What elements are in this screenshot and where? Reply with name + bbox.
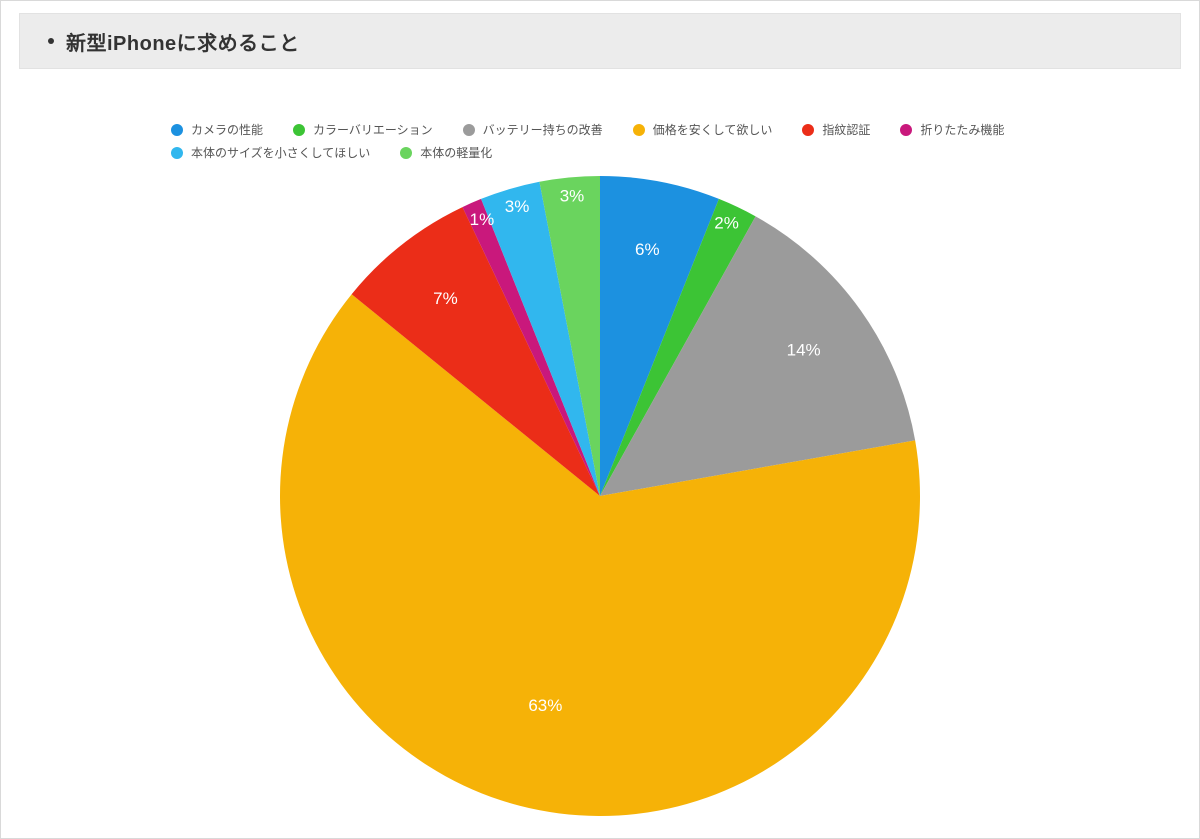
- legend-item[interactable]: 本体の軽量化: [400, 144, 492, 161]
- legend-item[interactable]: カラーバリエーション: [293, 121, 433, 138]
- pie-slice-label: 3%: [505, 197, 530, 216]
- legend-item[interactable]: 指紋認証: [802, 121, 870, 138]
- legend-item[interactable]: 本体のサイズを小さくしてほしい: [171, 144, 370, 161]
- legend-swatch-icon: [802, 124, 814, 136]
- legend-item[interactable]: バッテリー持ちの改善: [463, 121, 603, 138]
- legend-swatch-icon: [463, 124, 475, 136]
- legend-label: 折りたたみ機能: [920, 121, 1004, 138]
- legend-item[interactable]: 価格を安くして欲しい: [633, 121, 773, 138]
- legend-swatch-icon: [633, 124, 645, 136]
- chart-legend: カメラの性能 カラーバリエーション バッテリー持ちの改善 価格を安くして欲しい 指紋認証…: [171, 121, 1079, 161]
- legend-swatch-icon: [171, 124, 183, 136]
- legend-label: カラーバリエーション: [313, 121, 433, 138]
- page-title: 新型iPhoneに求めること: [66, 27, 300, 56]
- pie-slice-label: 63%: [528, 696, 562, 715]
- legend-swatch-icon: [900, 124, 912, 136]
- legend-swatch-icon: [400, 147, 412, 159]
- legend-item[interactable]: 折りたたみ機能: [900, 121, 1004, 138]
- bullet-icon: [48, 38, 54, 44]
- legend-label: 指紋認証: [822, 121, 870, 138]
- legend-label: カメラの性能: [191, 121, 263, 138]
- legend-item[interactable]: カメラの性能: [171, 121, 263, 138]
- pie-slice-label: 1%: [470, 210, 495, 229]
- pie-chart: 6% 2% 14% 63% 7% 1% 3% 3%: [270, 166, 930, 826]
- pie-slice-label: 3%: [560, 186, 585, 205]
- pie-slice-label: 2%: [714, 214, 739, 233]
- page-root: 新型iPhoneに求めること カメラの性能 カラーバリエーション バッテリー持ちの改…: [0, 0, 1200, 839]
- chart-container: 6% 2% 14% 63% 7% 1% 3% 3%: [1, 166, 1199, 838]
- legend-swatch-icon: [293, 124, 305, 136]
- legend-label: 本体の軽量化: [420, 144, 492, 161]
- pie-slice-label: 14%: [787, 340, 821, 359]
- legend-label: バッテリー持ちの改善: [483, 121, 603, 138]
- pie-slice-label: 7%: [433, 289, 458, 308]
- legend-label: 価格を安くして欲しい: [653, 121, 773, 138]
- title-bar: 新型iPhoneに求めること: [19, 13, 1181, 69]
- legend-swatch-icon: [171, 147, 183, 159]
- pie-slice-label: 6%: [635, 240, 660, 259]
- legend-label: 本体のサイズを小さくしてほしい: [191, 144, 370, 161]
